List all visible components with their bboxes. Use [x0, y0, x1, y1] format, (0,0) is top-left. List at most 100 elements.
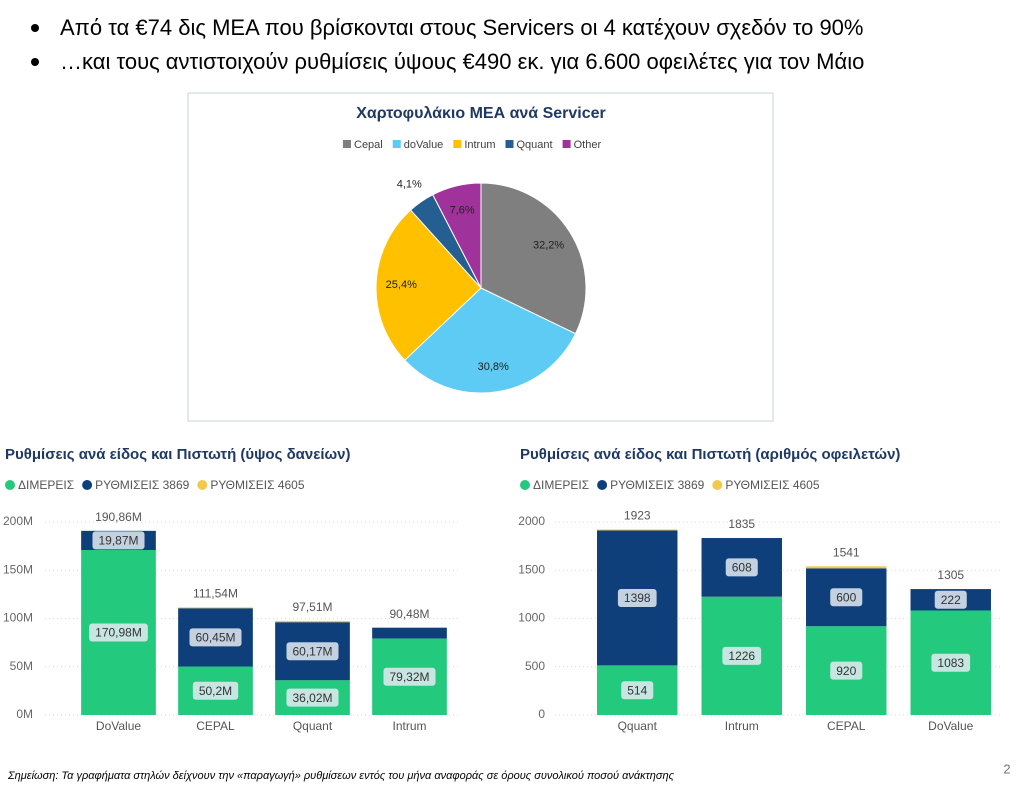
x-tick-label: Intrum — [725, 719, 759, 733]
chart-title: Ρυθμίσεις ανά είδος και Πιστωτή (αριθμός… — [520, 446, 900, 463]
x-tick-label: DoValue — [96, 719, 141, 733]
x-tick-label: CEPAL — [827, 719, 866, 733]
data-label-box — [89, 623, 148, 642]
data-label: 30,8% — [478, 361, 509, 373]
legend-label: Other — [574, 139, 602, 151]
y-tick-label: 50M — [10, 659, 33, 673]
data-label-box — [830, 661, 863, 680]
y-tick-label: 150M — [3, 562, 33, 576]
legend-label: Cepal — [354, 139, 383, 151]
legend-label: ΔΙΜΕΡΕΙΣ — [533, 478, 589, 492]
data-label: 514 — [627, 683, 647, 697]
y-tick-label: 200M — [3, 514, 33, 528]
data-label: 1083 — [937, 656, 964, 670]
bullet-text: Από τα €74 δις ΜΕΑ που βρίσκονται στους … — [60, 15, 863, 40]
data-label: 600 — [836, 590, 856, 604]
bullet-dot — [31, 24, 39, 32]
legend-label: ΔΙΜΕΡΕΙΣ — [18, 478, 74, 492]
data-label: 50,2M — [199, 684, 232, 698]
legend-marker — [520, 480, 530, 490]
bullet-dot — [31, 58, 39, 66]
x-tick-label: CEPAL — [196, 719, 235, 733]
legend-swatch — [453, 140, 462, 148]
data-label-box — [830, 588, 863, 607]
legend-swatch — [505, 140, 514, 148]
y-tick-label: 2000 — [518, 514, 545, 528]
legend-label: ΡΥΘΜΙΣΕΙΣ 4605 — [725, 478, 820, 492]
y-tick-label: 100M — [3, 611, 33, 625]
data-label-box — [617, 588, 657, 607]
bar-segment — [275, 620, 350, 623]
x-tick-label: DoValue — [928, 719, 973, 733]
data-label-box — [383, 667, 436, 686]
total-label: 1923 — [624, 509, 651, 523]
total-label: 90,48M — [389, 607, 429, 621]
data-label-box — [621, 681, 654, 700]
data-label-box — [931, 653, 971, 672]
total-label: 111,54M — [193, 587, 238, 601]
pie-slice — [432, 182, 482, 289]
y-tick-label: 0M — [16, 707, 33, 721]
legend-label: ΡΥΘΜΙΣΕΙΣ 3869 — [610, 478, 705, 492]
data-label: 608 — [732, 561, 752, 575]
data-label: 170,98M — [95, 626, 142, 640]
data-label-box — [722, 646, 762, 665]
page-number: 2 — [1003, 761, 1010, 776]
legend-swatch — [343, 140, 351, 148]
total-label: 1835 — [728, 517, 755, 531]
x-tick-label: Qquant — [293, 719, 333, 733]
y-tick-label: 1000 — [518, 611, 545, 625]
footnote: Σημείωση: Τα γραφήματα στηλών δείχνουν τ… — [7, 770, 675, 782]
data-label: 19,87M — [98, 534, 138, 548]
total-label: 1305 — [937, 568, 964, 582]
data-label-box — [286, 688, 339, 707]
chart-title: Ρυθμίσεις ανά είδος και Πιστωτή (ύψος δα… — [5, 446, 351, 463]
data-label: 1226 — [728, 649, 755, 663]
legend-label: Intrum — [464, 139, 495, 151]
pie-slice — [375, 209, 482, 361]
legend-marker — [5, 480, 15, 490]
data-label: 222 — [941, 593, 961, 607]
data-label-box — [92, 531, 145, 550]
chart-title: Χαρτοφυλάκιο ΜΕΑ ανά Servicer — [356, 105, 606, 122]
legend-label: ΡΥΘΜΙΣΕΙΣ 3869 — [95, 478, 190, 492]
legend-swatch — [562, 140, 571, 148]
pie-slice — [404, 287, 577, 394]
total-label: 190,86M — [95, 510, 142, 524]
data-label: 32,2% — [533, 240, 564, 252]
x-tick-label: Qquant — [618, 719, 658, 733]
data-label: 7,6% — [450, 204, 475, 216]
data-label: 920 — [836, 664, 856, 678]
bullet-text: …και τους αντιστοιχούν ρυθμίσεις ύψους €… — [60, 49, 864, 74]
data-label: 4,1% — [397, 178, 422, 190]
legend-label: Qquant — [517, 139, 553, 151]
y-tick-label: 500 — [525, 659, 545, 673]
bar-segment — [178, 607, 253, 609]
y-tick-label: 1500 — [518, 562, 545, 576]
y-tick-label: 0 — [538, 707, 545, 721]
legend-marker — [197, 480, 208, 490]
data-label-box — [725, 558, 758, 577]
data-label-box — [192, 681, 239, 700]
data-label: 25,4% — [386, 279, 417, 291]
pie-slice — [480, 182, 587, 335]
data-label: 60,17M — [292, 644, 332, 658]
legend-marker — [597, 480, 608, 490]
legend-marker — [82, 480, 93, 490]
legend-label: ΡΥΘΜΙΣΕΙΣ 4605 — [210, 478, 305, 492]
total-label: 1541 — [833, 545, 860, 559]
bar-segment — [806, 566, 887, 569]
bar-segment — [597, 529, 678, 531]
legend-label: doValue — [404, 139, 444, 151]
legend-swatch — [392, 140, 401, 148]
data-label-box — [286, 642, 339, 661]
x-tick-label: Intrum — [392, 719, 426, 733]
data-label: 60,45M — [195, 631, 235, 645]
data-label: 79,32M — [389, 670, 429, 684]
data-label: 1398 — [624, 591, 651, 605]
data-label: 36,02M — [292, 691, 332, 705]
bar-segment — [372, 627, 447, 639]
data-label-box — [189, 628, 242, 647]
